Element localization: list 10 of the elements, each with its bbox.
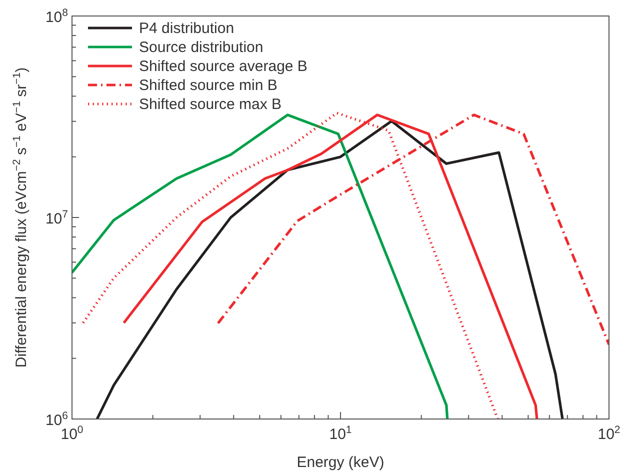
legend-label: Shifted source max B <box>139 96 282 113</box>
x-axis-title: Energy (keV) <box>296 454 384 471</box>
legend-label: P4 distribution <box>139 20 234 37</box>
x-tick-label: 10$^{2}$ <box>598 424 620 443</box>
y-tick-label: 10$^{7}$ <box>45 208 68 228</box>
legend-label: Shifted source average B <box>139 58 308 75</box>
legend-label: Shifted source min B <box>139 77 278 94</box>
y-tick-label: 10$^{8}$ <box>45 7 68 26</box>
x-tick-label: 10$^{1}$ <box>329 424 352 443</box>
legend-label: Source distribution <box>139 39 264 56</box>
